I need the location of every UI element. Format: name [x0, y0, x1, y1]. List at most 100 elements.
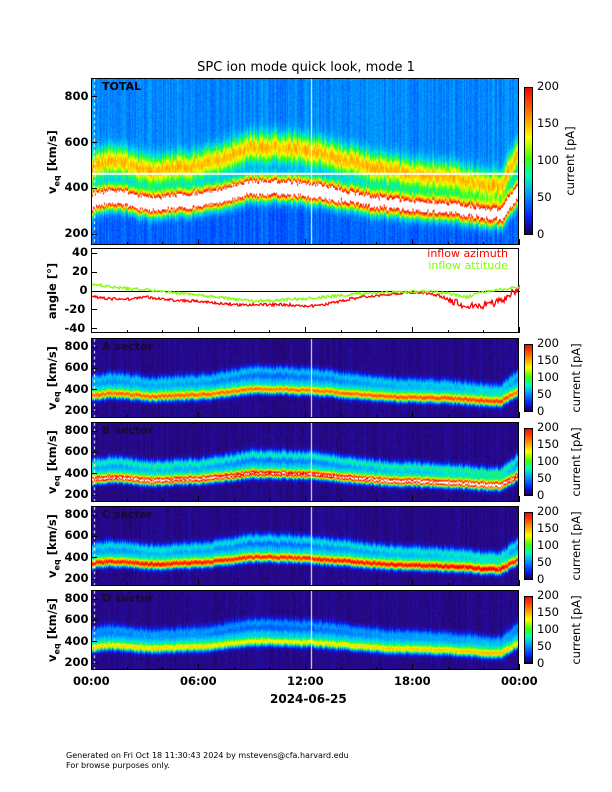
y-tick-label: 200	[64, 403, 89, 418]
y-tick-mark	[91, 535, 97, 537]
y-tick-mark	[91, 252, 97, 254]
x-tick-mark	[91, 327, 92, 333]
colorbar-tick-label: 200	[537, 420, 559, 434]
x-tick-mark	[233, 415, 235, 418]
colorbar-label: current [pA]	[563, 126, 577, 196]
colorbar-tick-label: 50	[537, 387, 552, 401]
y-axis-label: veq [km/s]	[45, 514, 62, 578]
x-tick-mark	[519, 239, 520, 245]
date-label: 2024-06-25	[270, 692, 347, 706]
y-tick-label: 400	[64, 381, 89, 396]
colorbar-tick-label: 150	[537, 437, 559, 451]
y-tick-mark	[91, 473, 97, 475]
panel-label: TOTAL	[102, 80, 142, 93]
y-tick-mark	[91, 271, 97, 273]
x-tick-mark	[126, 415, 128, 418]
y-tick-label: 800	[64, 88, 89, 103]
x-tick-label: 12:00	[287, 674, 324, 688]
x-tick-mark	[233, 499, 235, 502]
spectrogram-canvas	[92, 339, 518, 417]
x-tick-mark	[412, 664, 413, 670]
y-tick-label: 200	[64, 571, 89, 586]
panel-d-sector: D sector	[91, 590, 519, 670]
y-tick-mark	[91, 309, 97, 311]
x-tick-mark	[126, 583, 128, 586]
y-axis-unit: [km/s]	[45, 129, 59, 171]
x-tick-mark	[91, 496, 92, 502]
x-tick-mark	[376, 330, 378, 333]
panel-angle: inflow azimuth inflow attitude	[91, 248, 520, 333]
x-tick-mark	[519, 412, 520, 418]
x-tick-mark	[198, 664, 199, 670]
y-tick-mark	[91, 430, 97, 432]
x-tick-mark	[91, 239, 92, 245]
x-tick-mark	[519, 496, 520, 502]
y-axis-unit: [km/s]	[45, 430, 59, 472]
x-tick-mark	[447, 415, 449, 418]
colorbar	[524, 596, 533, 664]
y-tick-label: 800	[64, 507, 89, 522]
y-tick-label: 800	[64, 339, 89, 354]
x-tick-mark	[412, 327, 413, 333]
x-tick-mark	[126, 242, 128, 245]
y-tick-label: 600	[64, 612, 89, 627]
colorbar-tick-label: 50	[537, 555, 552, 569]
x-tick-label: 06:00	[180, 674, 217, 688]
x-tick-mark	[519, 327, 520, 333]
series-inflow-attitude	[92, 282, 520, 304]
y-tick-mark	[91, 662, 97, 664]
colorbar-tick-label: 100	[537, 538, 559, 552]
y-tick-label: 200	[64, 655, 89, 670]
colorbar-label: current [pA]	[569, 427, 583, 497]
x-tick-mark	[233, 330, 235, 333]
y-axis-label: veq [km/s]	[45, 346, 62, 410]
panel-label: A sector	[102, 340, 154, 353]
x-tick-mark	[269, 583, 271, 586]
x-tick-mark	[162, 415, 164, 418]
x-tick-mark	[340, 499, 342, 502]
x-tick-mark	[340, 583, 342, 586]
panel-total: TOTAL	[91, 78, 519, 245]
panel-a-sector: A sector	[91, 338, 519, 418]
y-tick-mark	[91, 142, 97, 144]
x-tick-mark	[198, 412, 199, 418]
y-tick-label: 400	[64, 633, 89, 648]
y-tick-mark	[91, 346, 97, 348]
panel-label: B sector	[102, 424, 153, 437]
x-tick-mark	[162, 330, 164, 333]
x-tick-mark	[198, 327, 199, 333]
x-tick-mark	[269, 330, 271, 333]
footer-generated: Generated on Fri Oct 18 11:30:43 2024 by…	[66, 751, 349, 760]
legend-inflow-attitude: inflow attitude	[428, 259, 508, 272]
x-tick-mark	[305, 664, 306, 670]
y-axis-unit: [km/s]	[45, 514, 59, 556]
colorbar-tick-label: 150	[537, 521, 559, 535]
colorbar-tick-label: 0	[537, 227, 545, 241]
x-tick-mark	[305, 496, 306, 502]
x-tick-mark	[91, 412, 92, 418]
y-tick-label: 600	[64, 444, 89, 459]
y-tick-label: 600	[64, 360, 89, 375]
x-tick-label: 18:00	[394, 674, 431, 688]
colorbar	[524, 512, 533, 580]
x-tick-mark	[447, 583, 449, 586]
y-tick-mark	[91, 389, 97, 391]
y-tick-label: 600	[64, 134, 89, 149]
x-tick-mark	[340, 667, 342, 670]
y-axis-label: veq [km/s]	[45, 430, 62, 494]
y-tick-mark	[91, 578, 97, 580]
colorbar-tick-label: 100	[537, 370, 559, 384]
y-tick-mark	[91, 619, 97, 621]
x-tick-mark	[447, 499, 449, 502]
y-axis-label: veq [km/s]	[45, 598, 62, 662]
colorbar-tick-label: 200	[537, 504, 559, 518]
x-tick-mark	[447, 242, 449, 245]
x-tick-mark	[340, 330, 342, 333]
x-tick-mark	[233, 242, 235, 245]
y-tick-mark	[91, 328, 97, 330]
x-tick-mark	[162, 242, 164, 245]
y-tick-mark	[91, 367, 97, 369]
y-tick-mark	[91, 290, 97, 292]
x-tick-mark	[233, 583, 235, 586]
x-tick-mark	[376, 667, 378, 670]
